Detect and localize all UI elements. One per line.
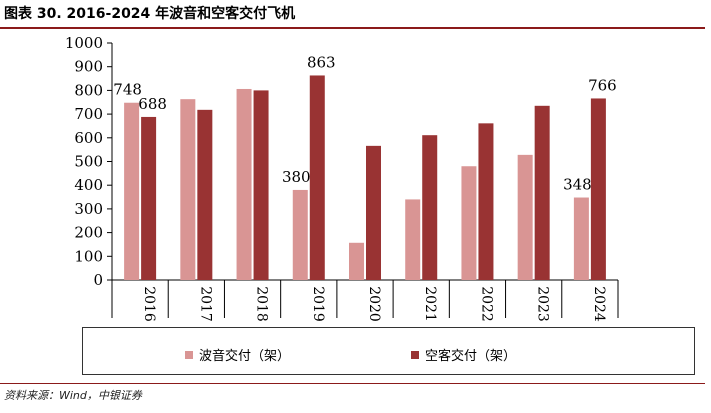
y-tick-label: 400 bbox=[74, 176, 103, 194]
data-label: 688 bbox=[138, 95, 167, 113]
bar-airbus bbox=[534, 105, 550, 281]
x-tick-label: 2021 bbox=[422, 286, 438, 322]
data-label: 863 bbox=[307, 53, 336, 71]
x-tick-label: 2022 bbox=[478, 286, 494, 322]
x-tick-label: 2018 bbox=[254, 286, 270, 322]
bar-boeing bbox=[349, 242, 364, 280]
x-tick-label: 2024 bbox=[591, 286, 607, 322]
y-tick-label: 200 bbox=[74, 224, 103, 242]
bar-airbus bbox=[478, 123, 494, 280]
data-label: 380 bbox=[282, 168, 311, 186]
data-label: 766 bbox=[588, 76, 617, 94]
bar-airbus bbox=[141, 116, 157, 280]
legend-swatch-boeing bbox=[185, 350, 193, 359]
legend-label-airbus: 空客交付（架） bbox=[425, 349, 517, 364]
footer-divider bbox=[0, 383, 705, 384]
x-tick-label: 2016 bbox=[141, 286, 157, 322]
bar-airbus bbox=[590, 98, 606, 280]
legend-item-airbus: 空客交付（架） bbox=[411, 345, 516, 364]
bar-boeing bbox=[573, 197, 589, 280]
y-tick-label: 600 bbox=[74, 129, 103, 147]
legend-item-boeing: 波音交付（架） bbox=[185, 345, 290, 364]
chart-title: 图表 30. 2016-2024 年波音和空客交付飞机 bbox=[4, 6, 296, 22]
x-tick-label: 2023 bbox=[535, 286, 551, 322]
legend: 波音交付（架） 空客交付（架） bbox=[82, 327, 695, 375]
x-tick-label: 2019 bbox=[310, 286, 326, 322]
legend-swatch-airbus bbox=[411, 350, 419, 359]
y-tick-label: 0 bbox=[93, 271, 103, 289]
title-divider bbox=[0, 27, 705, 29]
bar-airbus bbox=[253, 90, 269, 281]
bar-airbus bbox=[422, 135, 438, 280]
data-label: 348 bbox=[563, 176, 592, 194]
bar-airbus bbox=[366, 145, 381, 280]
source-note: 资料来源：Wind，中银证券 bbox=[4, 389, 142, 402]
bar-boeing bbox=[180, 99, 196, 280]
x-tick-label: 2017 bbox=[197, 286, 213, 322]
bar-boeing bbox=[124, 102, 140, 280]
legend-label-boeing: 波音交付（架） bbox=[199, 349, 291, 364]
bar-airbus bbox=[197, 109, 213, 280]
bar-airbus bbox=[309, 75, 325, 281]
y-tick-label: 800 bbox=[74, 81, 103, 99]
bar-boeing bbox=[461, 166, 477, 280]
data-label: 748 bbox=[113, 81, 142, 99]
x-tick-label: 2020 bbox=[366, 286, 382, 322]
y-tick-label: 100 bbox=[74, 247, 103, 265]
y-tick-label: 700 bbox=[74, 105, 103, 123]
bar-boeing bbox=[517, 154, 533, 280]
y-tick-label: 500 bbox=[74, 153, 103, 171]
bar-boeing bbox=[405, 199, 421, 280]
y-tick-label: 300 bbox=[74, 200, 103, 218]
y-tick-label: 900 bbox=[74, 58, 103, 76]
y-tick-label: 1000 bbox=[65, 34, 103, 52]
bar-boeing bbox=[236, 88, 252, 280]
bar-boeing bbox=[292, 189, 308, 280]
